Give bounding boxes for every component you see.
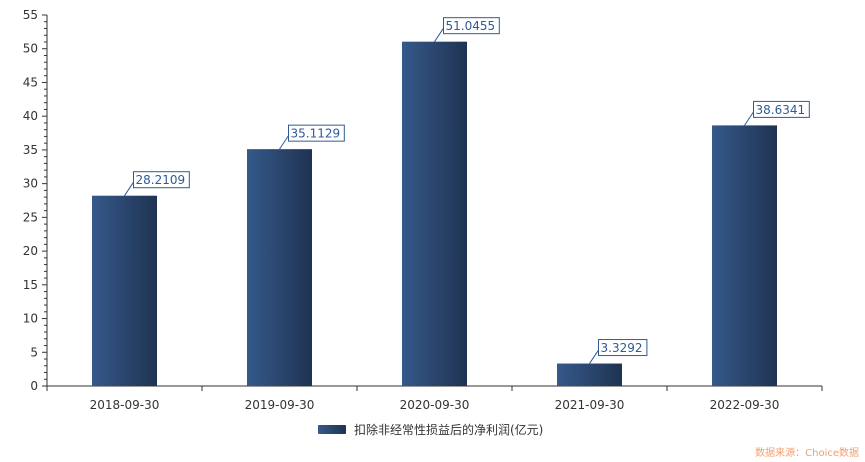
- legend[interactable]: 扣除非经常性损益后的净利润(亿元): [318, 421, 543, 438]
- data-label-box: [753, 100, 810, 118]
- data-label-box: [443, 17, 500, 35]
- bars: [92, 41, 777, 387]
- data-label: 51.0455: [446, 19, 496, 33]
- y-tick-label: 15: [23, 278, 38, 292]
- y-tick-label: 10: [23, 312, 38, 326]
- legend-swatch: [318, 425, 346, 434]
- y-tick-label: 55: [23, 8, 38, 22]
- y-tick-label: 0: [30, 379, 38, 393]
- y-tick-label: 45: [23, 75, 38, 89]
- bar: [712, 125, 777, 386]
- bar: [557, 363, 622, 386]
- data-label-leader: [434, 26, 445, 42]
- data-labels: 28.2109 35.1129 51.0455 3.3292 38.6341: [124, 17, 810, 364]
- y-tick-label: 50: [23, 42, 38, 56]
- bar: [92, 195, 157, 386]
- data-label-leader: [124, 180, 135, 196]
- data-label-leader: [279, 133, 290, 150]
- source-watermark: 数据来源：Choice数据: [755, 448, 859, 459]
- y-tick-label: 5: [30, 345, 38, 359]
- x-tick-label: 2019-09-30: [245, 398, 315, 412]
- x-tick-label: 2022-09-30: [710, 398, 780, 412]
- data-label-box: [288, 124, 345, 142]
- y-tick-label: 20: [23, 244, 38, 258]
- bar: [402, 41, 467, 387]
- data-label: 28.2109: [136, 173, 186, 187]
- x-tick-label: 2018-09-30: [90, 398, 160, 412]
- x-tick-label: 2020-09-30: [400, 398, 470, 412]
- data-label-box: [598, 339, 648, 357]
- x-axis: 2018-09-30 2019-09-30 2020-09-30 2021-09-30…: [46, 385, 823, 412]
- data-label-box: [133, 171, 190, 189]
- data-label: 38.6341: [756, 103, 806, 117]
- data-label-leader: [589, 348, 600, 364]
- y-axis: 0 5 10 15 20 25 30 35 40 45 50 55: [23, 8, 48, 393]
- data-label-leader: [744, 110, 755, 126]
- y-tick-label: 25: [23, 210, 38, 224]
- y-tick-label: 40: [23, 109, 38, 123]
- x-tick-label: 2021-09-30: [555, 398, 625, 412]
- legend-label: 扣除非经常性损益后的净利润(亿元): [354, 423, 544, 437]
- y-tick-label: 30: [23, 177, 38, 191]
- data-label: 3.3292: [601, 341, 643, 355]
- bar: [247, 149, 312, 386]
- y-tick-label: 35: [23, 143, 38, 157]
- data-label: 35.1129: [291, 127, 341, 141]
